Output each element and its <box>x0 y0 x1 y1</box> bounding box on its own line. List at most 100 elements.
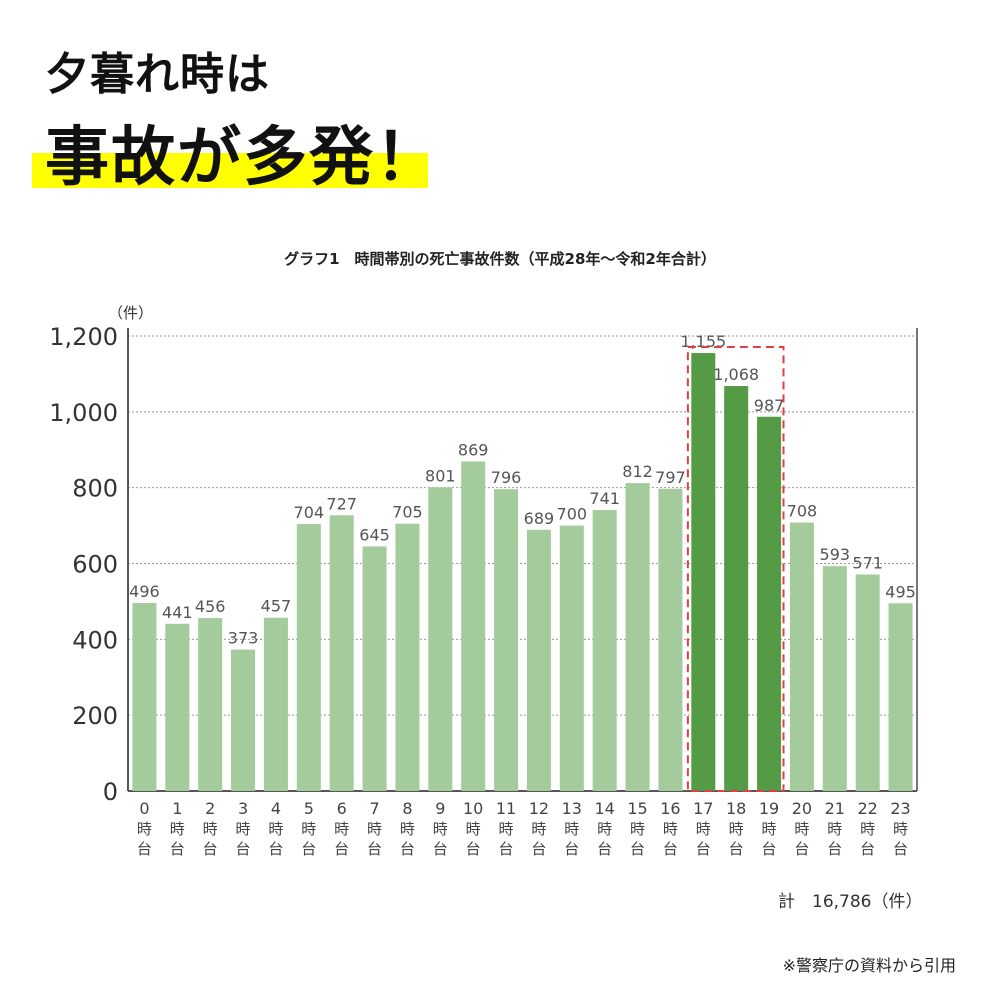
value-label: 495 <box>885 582 916 601</box>
value-label: 708 <box>787 502 818 521</box>
x-tick-suffix: 時 <box>466 820 481 838</box>
headline-line1: 夕暮れ時は <box>45 49 270 100</box>
y-tick-label: 600 <box>72 551 118 579</box>
x-tick-label: 9 <box>435 799 445 818</box>
x-tick-suffix: 時 <box>597 820 612 838</box>
value-label: 689 <box>524 509 555 528</box>
highlight-box <box>686 346 785 792</box>
x-tick-suffix: 台 <box>827 840 842 858</box>
x-tick-suffix: 時 <box>203 820 218 838</box>
x-tick-suffix: 台 <box>334 840 349 858</box>
bar <box>132 602 157 791</box>
headline-highlight <box>32 153 428 188</box>
x-tick-suffix: 台 <box>203 840 218 858</box>
x-tick-label: 20 <box>792 799 812 818</box>
bar <box>592 510 617 791</box>
value-label: 571 <box>852 553 883 572</box>
x-tick-label: 6 <box>337 799 347 818</box>
value-label: 801 <box>425 466 456 485</box>
bar <box>198 618 223 791</box>
x-tick-suffix: 台 <box>301 840 316 858</box>
value-label: 869 <box>458 441 489 460</box>
x-tick-suffix: 台 <box>893 840 908 858</box>
value-label: 456 <box>195 597 226 616</box>
x-tick-suffix: 台 <box>729 840 744 858</box>
x-tick-suffix: 時 <box>729 820 744 838</box>
x-tick-suffix: 時 <box>367 820 382 838</box>
x-tick-suffix: 台 <box>531 840 546 858</box>
x-tick-label: 15 <box>627 799 647 818</box>
bar <box>231 649 256 791</box>
x-tick-suffix: 台 <box>696 840 711 858</box>
y-axis-unit: （件） <box>108 304 154 322</box>
x-tick-suffix: 台 <box>663 840 678 858</box>
x-tick-label: 3 <box>238 799 248 818</box>
x-tick-label: 13 <box>562 799 582 818</box>
value-label: 727 <box>326 494 357 513</box>
x-tick-label: 2 <box>205 799 215 818</box>
value-label: 373 <box>228 629 259 648</box>
x-tick-suffix: 時 <box>663 820 678 838</box>
y-tick-label: 200 <box>72 702 118 730</box>
value-label: 704 <box>294 503 325 522</box>
bar <box>296 524 321 791</box>
value-label: 1,155 <box>680 332 726 351</box>
value-label: 1,068 <box>713 365 759 384</box>
x-tick-suffix: 台 <box>400 840 415 858</box>
x-tick-label: 7 <box>369 799 379 818</box>
bar <box>395 523 420 791</box>
y-tick-label: 1,000 <box>49 399 118 427</box>
x-tick-suffix: 台 <box>236 840 251 858</box>
x-tick-suffix: 台 <box>597 840 612 858</box>
x-tick-suffix: 時 <box>794 820 809 838</box>
x-tick-suffix: 台 <box>860 840 875 858</box>
bar <box>461 461 486 791</box>
source-note: ※警察庁の資料から引用 <box>782 956 956 975</box>
x-tick-label: 14 <box>595 799 615 818</box>
x-tick-suffix: 時 <box>499 820 514 838</box>
value-label: 496 <box>129 582 160 601</box>
x-tick-label: 21 <box>825 799 845 818</box>
x-tick-label: 16 <box>660 799 680 818</box>
chart-title: グラフ1 時間帯別の死亡事故件数（平成28年～令和2年合計） <box>284 250 716 268</box>
x-tick-suffix: 時 <box>433 820 448 838</box>
y-tick-label: 400 <box>72 626 118 654</box>
bar <box>625 483 650 791</box>
bar <box>822 566 847 791</box>
x-tick-suffix: 台 <box>630 840 645 858</box>
value-label: 645 <box>359 525 390 544</box>
x-tick-suffix: 台 <box>499 840 514 858</box>
value-label: 796 <box>491 468 522 487</box>
bar <box>658 488 683 791</box>
value-label: 812 <box>622 462 653 481</box>
bar <box>757 416 782 791</box>
value-label: 705 <box>392 503 423 522</box>
x-tick-suffix: 時 <box>170 820 185 838</box>
total-label: 計 16,786（件） <box>778 892 923 912</box>
x-tick-suffix: 台 <box>268 840 283 858</box>
x-tick-suffix: 台 <box>137 840 152 858</box>
x-tick-suffix: 時 <box>893 820 908 838</box>
bar <box>362 546 387 791</box>
x-tick-suffix: 台 <box>466 840 481 858</box>
bar <box>855 574 880 791</box>
bar <box>526 529 551 791</box>
x-tick-label: 12 <box>529 799 549 818</box>
bar <box>888 603 913 791</box>
bar <box>428 487 453 791</box>
x-tick-label: 18 <box>726 799 746 818</box>
x-tick-suffix: 時 <box>860 820 875 838</box>
bar <box>263 617 288 791</box>
x-tick-suffix: 台 <box>170 840 185 858</box>
y-tick-label: 800 <box>72 475 118 503</box>
x-tick-suffix: 時 <box>301 820 316 838</box>
x-tick-suffix: 時 <box>531 820 546 838</box>
x-tick-suffix: 時 <box>762 820 777 838</box>
bar <box>165 623 190 791</box>
bar <box>789 522 814 791</box>
x-tick-suffix: 時 <box>630 820 645 838</box>
value-label: 987 <box>754 396 785 415</box>
x-tick-label: 17 <box>693 799 713 818</box>
x-tick-suffix: 台 <box>367 840 382 858</box>
bar <box>724 386 749 791</box>
